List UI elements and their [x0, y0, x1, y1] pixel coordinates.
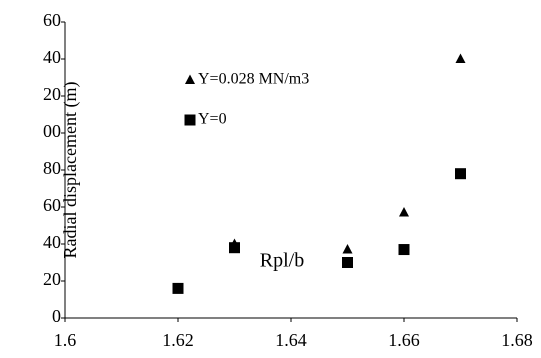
y-axis-title: Radial displacement (m) [60, 82, 81, 259]
x-tick-label: 1.64 [275, 330, 307, 350]
legend-label: Υ=0 [198, 111, 227, 128]
data-point [342, 244, 353, 254]
data-point [229, 238, 240, 248]
y-tick-label: 40 [43, 232, 61, 252]
x-tick-label: 1.62 [162, 330, 194, 350]
y-tick-label: 80 [43, 158, 61, 178]
y-tick-label: 20 [43, 269, 61, 289]
x-axis-title: Rpl/b [260, 250, 304, 272]
y-tick-label: 00 [43, 121, 61, 141]
legend-marker [184, 114, 196, 126]
y-tick-label: 40 [43, 47, 61, 67]
y-tick-label: 60 [43, 195, 61, 215]
legend-marker [185, 74, 195, 84]
data-point [342, 257, 353, 268]
x-tick-label: 1.6 [54, 330, 77, 350]
y-tick-label: 60 [43, 10, 61, 30]
x-tick-label: 1.68 [501, 330, 533, 350]
y-tick-label: 0 [52, 306, 61, 326]
data-point [455, 53, 466, 63]
data-point [399, 207, 409, 217]
legend-label: Υ=0.028 MN/m3 [198, 71, 309, 88]
data-point [173, 282, 183, 293]
y-tick-label: 20 [43, 84, 61, 104]
x-tick-label: 1.66 [388, 330, 420, 350]
data-point [455, 168, 466, 180]
data-point [398, 244, 410, 256]
